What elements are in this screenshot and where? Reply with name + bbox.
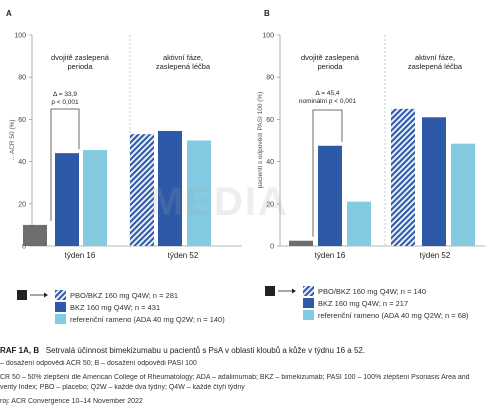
bar-pbo-w16: PBO: 10 xyxy=(23,224,47,246)
bar-ref-w16: referenční rameno (ADA 40 mg Q2W): 21 xyxy=(347,201,371,246)
x-category-label: týden 52 xyxy=(420,251,451,260)
legend-arrowhead xyxy=(292,288,296,294)
period-label: aktivní fáze, xyxy=(163,53,203,62)
y-axis-label: …ACR 50 (%) xyxy=(9,119,16,160)
bar-bkz-w16: BKZ 160 mg Q4W: 47.5 xyxy=(318,145,342,246)
bar-ref-w52: referenční rameno (ADA 40 mg Q2W): 48.5 xyxy=(451,143,475,246)
bar-pbo-w16: PBO: 2.5 xyxy=(289,240,313,246)
legend-arrowhead xyxy=(44,292,48,298)
y-tick-label: 60 xyxy=(266,117,274,124)
caption-line-5: roj: ACR Convergence 10–14 November 2022 xyxy=(0,398,143,405)
legend-label: referenční rameno (ADA 40 mg Q2W; n = 14… xyxy=(70,315,225,324)
legend-label: referenční rameno (ADA 40 mg Q2W; n = 68… xyxy=(318,311,469,320)
y-tick-label: 100 xyxy=(262,33,274,40)
period-label: dvojitě zaslepená xyxy=(301,53,360,62)
panel-letter: B xyxy=(264,9,270,18)
delta-annotation: Δ = 45,4 xyxy=(315,90,339,97)
legend-pbo-swatch xyxy=(17,290,27,300)
caption-line-2: – dosažení odpovědi ACR 50; B – dosažení… xyxy=(0,360,197,367)
period-label: aktivní fáze, xyxy=(415,53,455,62)
legend-swatch-hatch xyxy=(55,290,66,300)
caption-label: RAF 1A, B xyxy=(0,346,40,355)
y-axis-label: pacienti s odpovědí PASI 100 (%) xyxy=(257,92,264,189)
y-tick-label: 60 xyxy=(18,117,26,124)
legend-pbo-swatch xyxy=(265,286,275,296)
bar-bkz-w16: BKZ 160 mg Q4W: 44 xyxy=(55,153,79,246)
figure-caption-title: RAF 1A, B Setrvalá účinnost bimekizumabu… xyxy=(0,346,493,355)
period-label: zaslepená léčba xyxy=(156,62,211,71)
y-tick-label: 0 xyxy=(22,244,26,251)
legend-swatch-ref xyxy=(55,314,66,324)
x-category-label: týden 16 xyxy=(65,251,96,260)
period-label: perioda xyxy=(317,62,343,71)
y-tick-label: 20 xyxy=(266,201,274,208)
period-label: zaslepená léčba xyxy=(408,62,463,71)
significance-bracket xyxy=(312,109,343,237)
x-category-label: týden 52 xyxy=(168,251,199,260)
delta-annotation: nominální p < 0,001 xyxy=(299,98,357,105)
delta-annotation: Δ = 33,9 xyxy=(53,91,77,98)
legend-swatch-ref xyxy=(303,310,314,320)
x-category-label: týden 16 xyxy=(315,251,346,260)
bar-ref-w52: referenční rameno (ADA 40 mg Q2W): 50 xyxy=(187,140,211,246)
caption-line-4: verity Index; PBO – placebo; Q2W – každé… xyxy=(0,384,245,391)
legend-label: PBO/BKZ 160 mg Q4W; n = 281 xyxy=(70,291,178,300)
y-tick-label: 80 xyxy=(266,75,274,82)
y-tick-label: 80 xyxy=(18,75,26,82)
legend-a: PBO/BKZ 160 mg Q4W; n = 281 BKZ 160 mg Q4… xyxy=(17,290,225,324)
bar-hatch-w52: PBO/BKZ 160 mg Q4W: 53 xyxy=(130,134,154,246)
y-tick-label: 40 xyxy=(266,159,274,166)
panel-letter: A xyxy=(6,9,12,18)
caption-title-text: Setrvalá účinnost bimekizumabu u pacient… xyxy=(45,346,366,355)
significance-bracket xyxy=(50,108,80,221)
legend-label: BKZ 160 mg Q4W; n = 217 xyxy=(318,299,408,308)
legend-swatch-hatch xyxy=(303,286,314,296)
delta-annotation: p < 0,001 xyxy=(51,99,79,106)
legend-swatch-bkz xyxy=(303,298,314,308)
bar-ref-w16: referenční rameno (ADA 40 mg Q2W): 45.5 xyxy=(83,149,107,246)
watermark: MEDIA xyxy=(150,180,289,224)
y-tick-label: 20 xyxy=(18,201,26,208)
y-tick-label: 100 xyxy=(14,33,26,40)
legend-swatch-bkz xyxy=(55,302,66,312)
legend-label: BKZ 160 mg Q4W; n = 431 xyxy=(70,303,160,312)
bar-bkz-w52: BKZ 160 mg Q4W: 61 xyxy=(422,117,446,246)
y-tick-label: 40 xyxy=(18,159,26,166)
legend-label: PBO/BKZ 160 mg Q4W; n = 140 xyxy=(318,287,426,296)
legend-b: PBO/BKZ 160 mg Q4W; n = 140 BKZ 160 mg Q4… xyxy=(265,286,469,320)
caption-line-3: CR 50 – 50% zlepšení dle American Colleg… xyxy=(0,374,470,381)
panel-a: A …ACR 50 (%) 0 20 40 60 80 100 dvojitě zaslepen… xyxy=(6,9,242,260)
bar-hatch-w52: PBO/BKZ 160 mg Q4W: 65 xyxy=(391,108,415,246)
period-label: dvojitě zaslepená xyxy=(51,53,110,62)
bar-bkz-w52: BKZ 160 mg Q4W: 54.5 xyxy=(158,131,182,246)
y-tick-label: 0 xyxy=(270,244,274,251)
period-label: perioda xyxy=(67,62,93,71)
